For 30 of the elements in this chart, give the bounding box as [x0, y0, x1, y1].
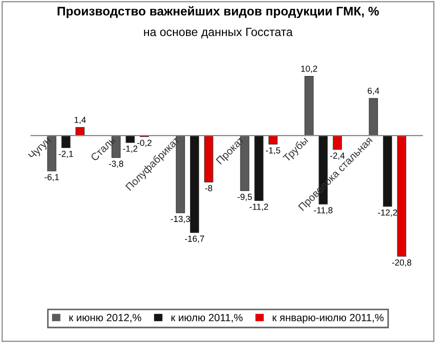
bar: [268, 135, 278, 145]
bar: [368, 98, 378, 136]
data-label: 1,4: [74, 116, 86, 124]
data-label: -3,8: [108, 160, 124, 168]
chart-title: Производство важнейших видов продукции ГМК, %: [58, 6, 379, 18]
data-label: -13,3: [170, 216, 190, 224]
bar: [126, 135, 135, 143]
legend-label: к июню 2012,%: [69, 314, 142, 323]
bar: [190, 135, 200, 233]
legend-label: к январю-июлю 2011,%: [272, 314, 384, 324]
legend-label: к июлю 2011,%: [171, 314, 243, 323]
chart-subtitle: на основе данных Госстата: [144, 28, 293, 38]
data-label: -11,2: [250, 204, 268, 211]
bar: [383, 135, 392, 207]
data-label: -6,1: [44, 174, 59, 182]
data-label: -9,5: [238, 194, 252, 201]
data-label: -12,2: [378, 209, 398, 217]
bar: [61, 135, 70, 148]
bar: [254, 135, 264, 201]
data-label: 10,2: [301, 66, 318, 73]
bar: [204, 135, 214, 182]
data-label: -8: [205, 185, 212, 192]
data-label: -16,7: [184, 236, 204, 243]
bar: [397, 135, 406, 257]
data-label: -1,5: [266, 147, 280, 155]
data-label: -2,1: [58, 150, 74, 158]
data-label: 6,4: [368, 88, 380, 95]
bar: [304, 76, 314, 136]
bar: [76, 127, 85, 136]
data-label: -20,8: [392, 259, 412, 267]
